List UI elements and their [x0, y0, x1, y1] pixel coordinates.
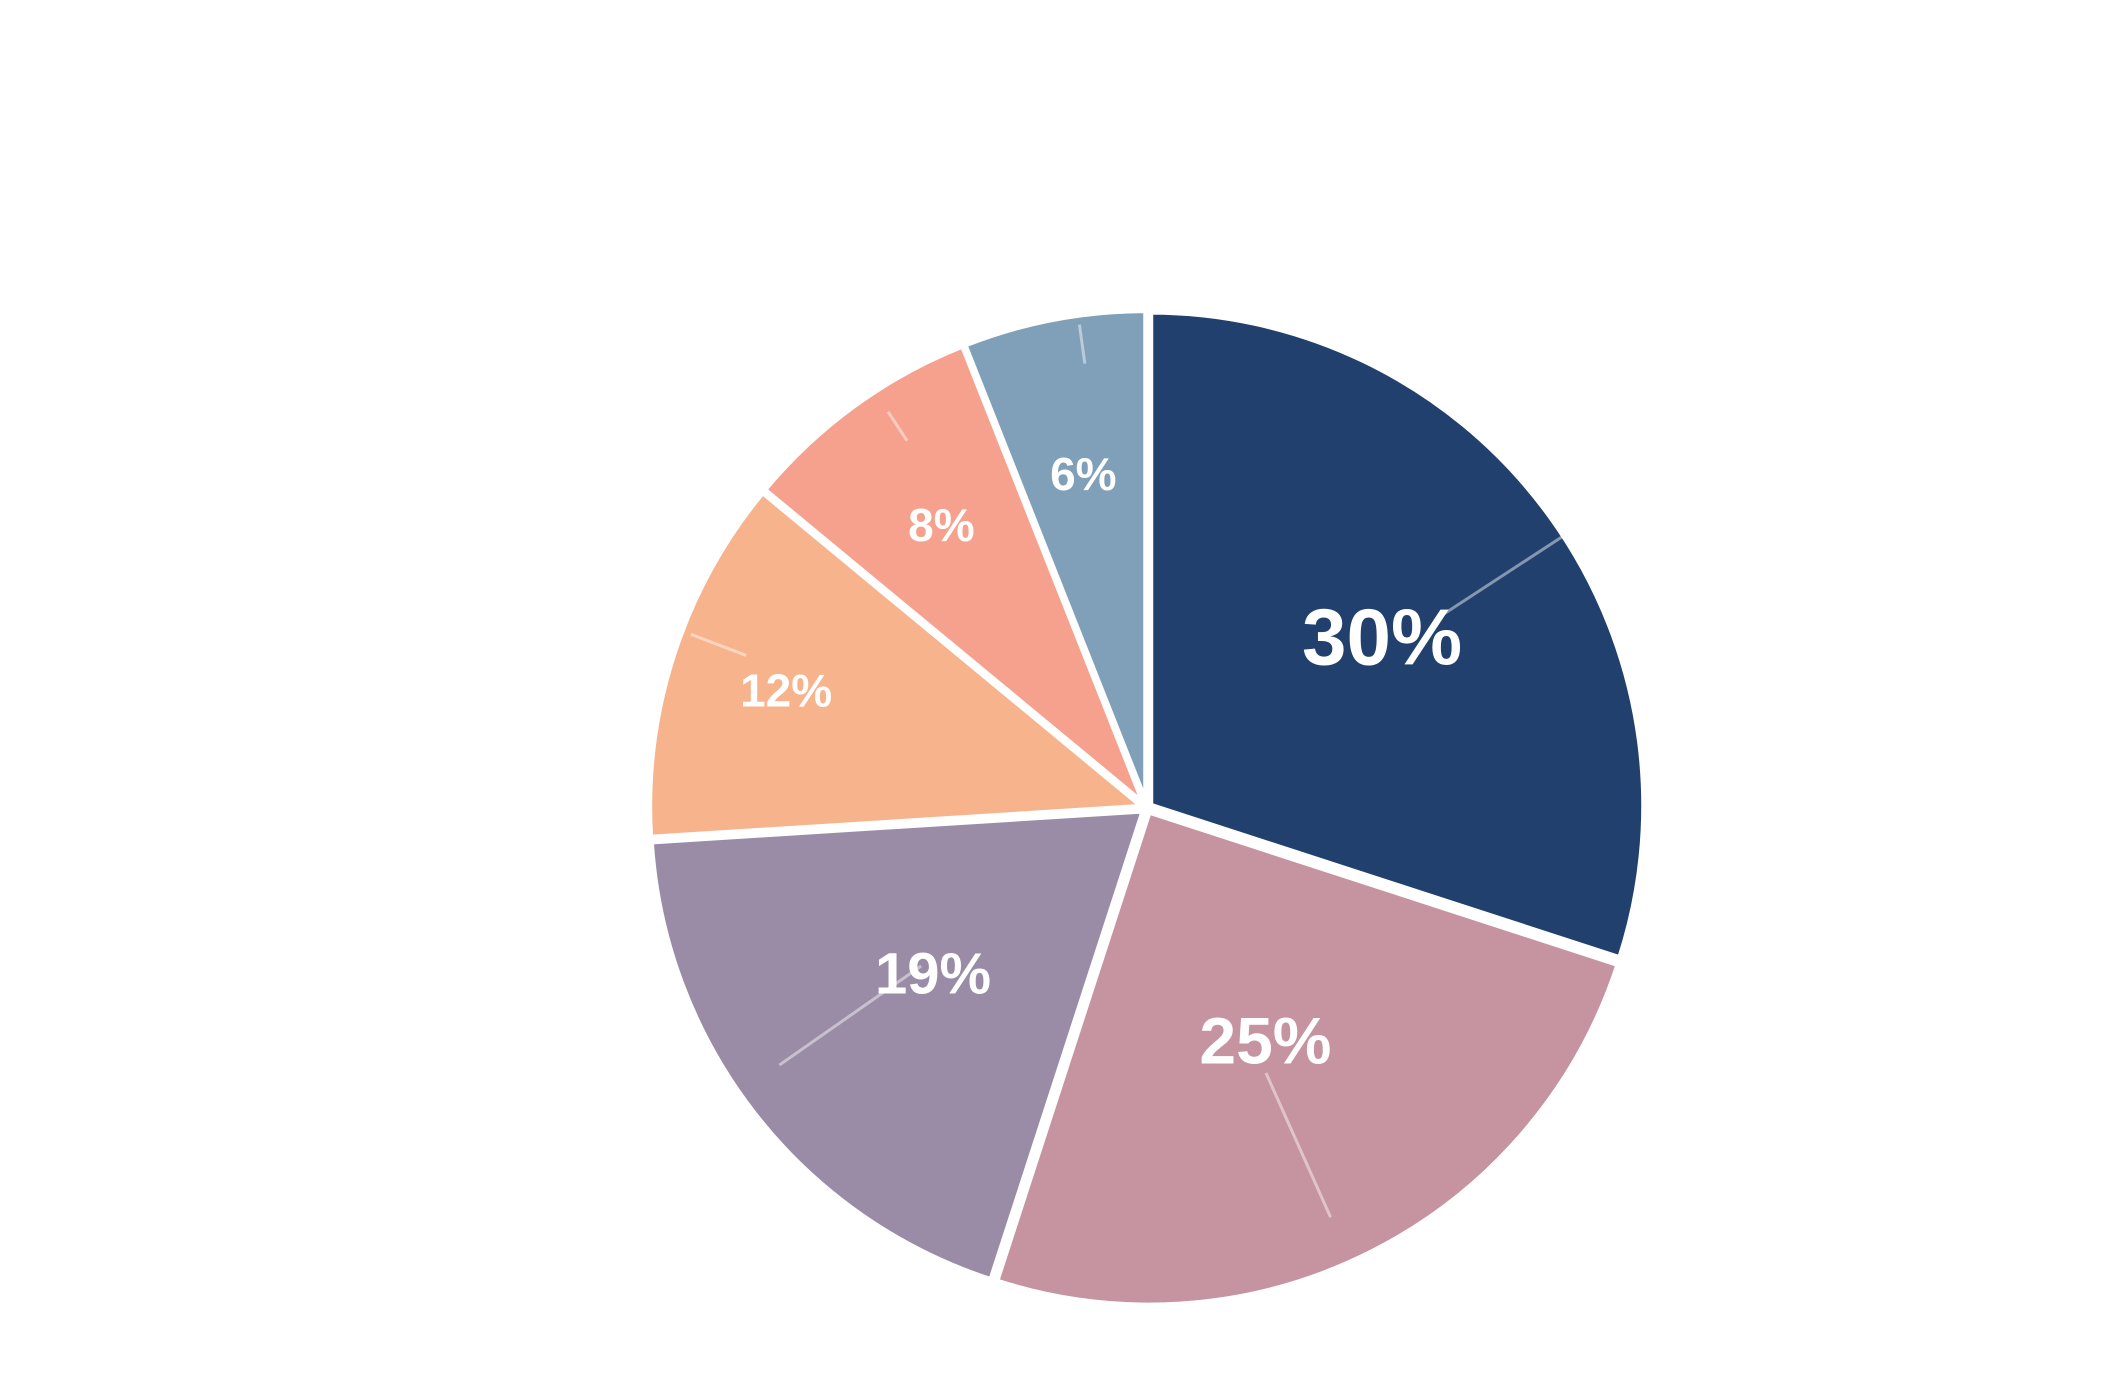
pie-slice	[961, 307, 1150, 808]
pie-slice	[993, 808, 1622, 1309]
leader-line	[778, 964, 922, 1067]
leader-line	[1438, 534, 1565, 618]
slice-label: 8%	[908, 499, 974, 551]
leader-line	[690, 632, 747, 657]
pie-slice	[761, 342, 1148, 808]
leader-line	[1077, 324, 1087, 364]
leader-lines	[690, 324, 1565, 1218]
slice-label: 25%	[1199, 1003, 1331, 1077]
pie-slice	[647, 807, 1147, 1284]
leader-line	[886, 410, 909, 442]
slice-label: 6%	[1050, 448, 1116, 500]
pie-slice	[646, 488, 1147, 841]
slice-labels: 30% 25% 19% 12% 8% 6%	[740, 448, 1462, 1077]
slice-label: 19%	[875, 941, 991, 1006]
slice-label: 12%	[740, 665, 832, 717]
pie-slice	[1147, 308, 1648, 962]
pie-slices	[646, 307, 1648, 1309]
leader-line	[1264, 1072, 1332, 1218]
slice-label: 30%	[1302, 593, 1462, 682]
